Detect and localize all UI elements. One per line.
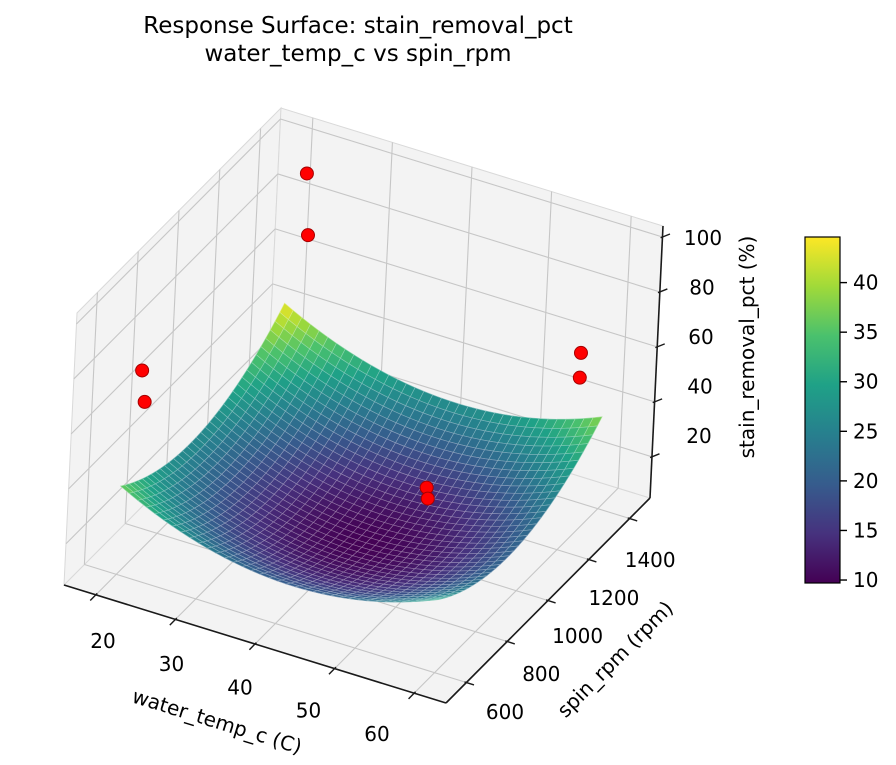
grid-y-wall	[247, 128, 262, 401]
y-tick-label: 1200	[588, 586, 639, 610]
x-axis-label: water_temp_c (C)	[129, 684, 304, 759]
y-tick-label: 1400	[625, 548, 676, 572]
grid-z-left-wall	[76, 118, 281, 325]
z-tick-mark	[657, 288, 668, 294]
grid-y-floor	[84, 563, 467, 684]
data-point	[299, 166, 314, 181]
x-tick-mark	[328, 666, 337, 675]
x-tick-label: 40	[227, 675, 252, 699]
x-tick-label: 20	[90, 629, 115, 653]
x-tick-label: 30	[159, 652, 184, 676]
grid-y-wall	[165, 210, 180, 483]
colorbar-tick-label: 25	[853, 419, 878, 443]
grid-z-right-wall	[280, 118, 663, 238]
z-tick-label: 20	[686, 424, 711, 448]
grid-y-wall	[206, 169, 221, 442]
axis-ticks	[89, 233, 671, 700]
grid-x-wall	[538, 191, 553, 464]
z-axis-line	[649, 225, 664, 499]
x-tick-mark	[89, 592, 98, 602]
chart-title-line1: Response Surface: stain_removal_pct	[143, 13, 572, 39]
colorbar-tick-label: 35	[853, 320, 878, 344]
z-tick-label: 80	[689, 276, 714, 300]
grid-z-left-wall	[68, 283, 273, 490]
grid-z-right-wall	[272, 283, 655, 403]
y-axis-label: spin_rpm (rpm)	[552, 596, 678, 722]
y-tick-label: 600	[486, 700, 524, 724]
y-tick-mark	[586, 558, 597, 563]
grid-x-wall	[378, 142, 393, 415]
data-point	[420, 491, 435, 506]
y-tick-label: 1000	[552, 624, 603, 648]
z-tick-mark	[660, 233, 671, 239]
y-tick-mark	[627, 517, 638, 522]
grid-y-wall	[83, 292, 98, 565]
z-tick-mark	[652, 398, 663, 404]
y-tick-mark	[505, 640, 516, 645]
tick-labels: 20 30 40 50 60 600 800 1000 1200 1400 20 40 60 80 100	[90, 226, 722, 746]
scatter-points	[135, 166, 588, 506]
grid-z-right-wall	[275, 228, 658, 348]
z-tick-label: 100	[684, 226, 722, 250]
data-point	[300, 228, 315, 243]
colorbar-tick-labels: 10 15 20 25 30 35 40	[853, 271, 878, 592]
z-tick-mark	[649, 453, 660, 459]
z-tick-mark	[655, 343, 665, 349]
colorbar-tick-label: 20	[853, 469, 878, 493]
grid-z-right-wall	[277, 173, 661, 293]
z-tick-label: 60	[688, 325, 713, 349]
colorbar: 10 15 20 25 30 35 40	[804, 236, 878, 592]
grid-x-wall	[617, 216, 632, 489]
x-tick-mark	[408, 691, 417, 700]
grid-z-left-wall	[65, 338, 271, 545]
colorbar-tick-label: 30	[853, 370, 878, 394]
colorbar-tick-label: 10	[853, 568, 878, 592]
x-tick-mark	[248, 642, 257, 651]
grid-y-wall	[124, 251, 139, 524]
z-tick-label: 40	[687, 375, 712, 399]
colorbar-tick-label: 15	[853, 518, 878, 542]
y-tick-mark	[545, 599, 556, 604]
data-point	[573, 345, 588, 360]
grid-z-left-wall	[70, 228, 276, 435]
x-tick-label: 60	[364, 722, 389, 746]
data-point	[137, 394, 152, 409]
colorbar-tick-label: 40	[853, 271, 878, 295]
chart-title-line2: water_temp_c vs spin_rpm	[204, 41, 511, 67]
y-tick-mark	[464, 681, 475, 686]
response-surface-mesh	[119, 302, 603, 603]
z-axis-label: stain_removal_pct (%)	[735, 236, 759, 459]
x-tick-mark	[169, 617, 178, 626]
grid-z-left-wall	[73, 173, 279, 380]
x-tick-label: 50	[296, 699, 321, 723]
data-point	[135, 363, 150, 378]
grid-x-wall	[458, 166, 473, 440]
colorbar-ticks	[840, 281, 847, 581]
data-point	[572, 370, 587, 385]
colorbar-bar	[804, 236, 841, 584]
y-tick-label: 800	[522, 662, 560, 686]
